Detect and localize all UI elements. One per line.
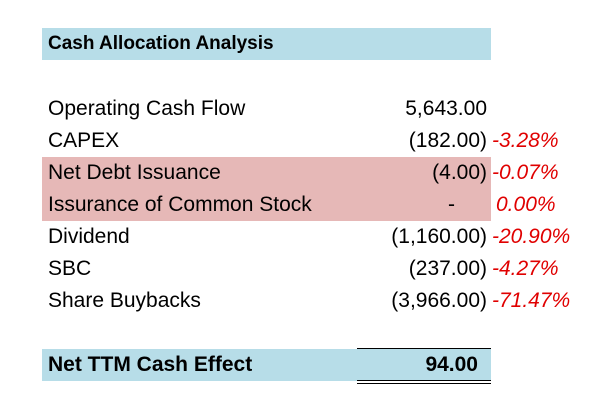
row-percent: -4.27%	[492, 257, 559, 280]
row-highlight	[42, 157, 491, 189]
row-net-debt-issuance: Net Debt Issuance (4.00) -0.07%	[0, 157, 599, 189]
total-double-underline	[357, 380, 491, 384]
row-operating-cash-flow: Operating Cash Flow 5,643.00	[0, 93, 599, 125]
row-value: (1,160.00)	[391, 225, 487, 248]
total-value: 94.00	[425, 353, 478, 376]
row-sbc: SBC (237.00) -4.27%	[0, 253, 599, 285]
total-label: Net TTM Cash Effect	[48, 353, 253, 376]
row-capex: CAPEX (182.00) -3.28%	[0, 125, 599, 157]
row-value: (182.00)	[408, 129, 487, 152]
row-percent: -71.47%	[492, 289, 571, 312]
row-value: 5,643.00	[405, 97, 487, 120]
row-dividend: Dividend (1,160.00) -20.90%	[0, 221, 599, 253]
row-label: Operating Cash Flow	[48, 97, 246, 120]
row-label: Issurance of Common Stock	[48, 193, 312, 216]
sheet-title: Cash Allocation Analysis	[48, 33, 274, 54]
row-issuance-common-stock: Issurance of Common Stock - 0.00%	[0, 189, 599, 221]
row-share-buybacks: Share Buybacks (3,966.00) -71.47%	[0, 285, 599, 317]
row-percent: -0.07%	[492, 161, 559, 184]
row-value: (237.00)	[408, 257, 487, 280]
row-label: Net Debt Issuance	[48, 161, 221, 184]
title-band	[42, 28, 491, 60]
row-value: (4.00)	[432, 161, 487, 184]
row-percent: -3.28%	[492, 129, 559, 152]
row-highlight	[42, 189, 491, 221]
row-label: Share Buybacks	[48, 289, 201, 312]
row-label: Dividend	[48, 225, 130, 248]
total-top-border	[357, 348, 491, 349]
row-label: SBC	[48, 257, 92, 280]
row-label: CAPEX	[48, 129, 120, 152]
total-band	[42, 349, 491, 381]
row-value: -	[448, 193, 455, 216]
row-percent: -20.90%	[492, 225, 571, 248]
row-value: (3,966.00)	[391, 289, 487, 312]
row-percent: 0.00%	[496, 193, 556, 216]
